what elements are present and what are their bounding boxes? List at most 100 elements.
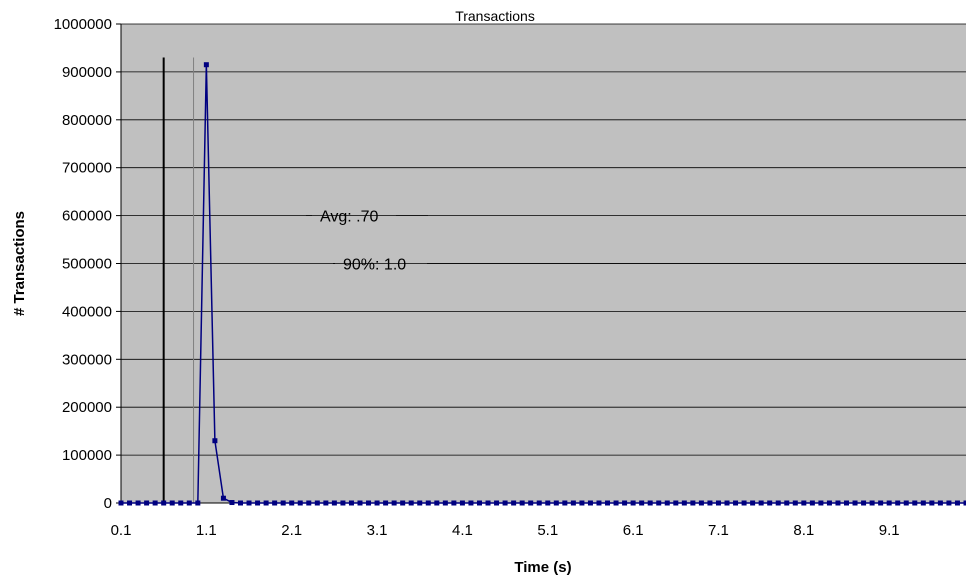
data-point [280,500,286,506]
x-tick-label: 4.1 [452,522,473,539]
data-point [161,500,167,506]
y-tick-label: 400000 [62,303,112,320]
x-tick-label: 5.1 [537,522,558,539]
data-point [255,500,261,506]
data-point [869,500,875,506]
data-point [809,500,815,506]
data-point [903,500,909,506]
data-point [587,500,593,506]
reference-label: Avg: .70 [320,209,379,226]
data-point [664,500,670,506]
data-point [374,500,380,506]
y-axis-ticks: 0 100000 200000 300000 400000 500000 600000 700… [54,16,121,512]
data-point [246,500,252,506]
data-point [690,500,696,506]
data-point [203,62,209,68]
data-point [647,500,653,506]
data-point [698,500,704,506]
data-point [237,500,243,506]
data-point [895,500,901,506]
data-point [656,500,662,506]
y-tick-label: 200000 [62,399,112,416]
data-point [366,500,372,506]
data-point [844,500,850,506]
x-axis-ticks: 0.1 1.1 2.1 3.1 4.1 5.1 6.1 7.1 8.1 9.1 [111,522,900,539]
data-point [425,500,431,506]
x-tick-label: 9.1 [879,522,900,539]
data-point [272,500,278,506]
x-axis-title: Time (s) [514,559,571,576]
data-point [323,500,329,506]
data-point [536,500,542,506]
data-point [545,500,551,506]
data-point [886,500,892,506]
data-point [929,500,935,506]
data-point [963,500,966,506]
data-point [553,500,559,506]
data-point [937,500,943,506]
data-point [494,500,500,506]
data-point [724,500,730,506]
data-point [835,500,841,506]
data-point [391,500,397,506]
data-point [741,500,747,506]
data-point [152,500,158,506]
series-layer [118,62,966,506]
y-tick-label: 500000 [62,256,112,273]
data-point [562,500,568,506]
data-point [639,500,645,506]
data-point [878,500,884,506]
data-point [715,500,721,506]
data-point [118,500,124,506]
y-axis-title: # Transactions [11,211,28,316]
x-tick-label: 0.1 [111,522,132,539]
data-point [605,500,611,506]
data-point [476,500,482,506]
data-point [331,500,337,506]
data-point [135,500,141,506]
data-point [630,500,636,506]
data-point [220,495,226,501]
data-point [212,438,218,444]
y-tick-label: 800000 [62,112,112,129]
data-point [818,500,824,506]
data-point [622,500,628,506]
y-tick-label: 900000 [62,64,112,81]
data-point [861,500,867,506]
data-point [169,500,175,506]
data-point [681,500,687,506]
y-tick-label: 700000 [62,160,112,177]
data-point [528,500,534,506]
data-point [758,500,764,506]
y-tick-label: 0 [104,495,112,512]
data-point [442,500,448,506]
data-point [613,500,619,506]
x-tick-label: 2.1 [281,522,302,539]
x-tick-label: 3.1 [367,522,388,539]
data-point [468,500,474,506]
data-point [340,500,346,506]
data-point [408,500,414,506]
data-point [417,500,423,506]
data-point [383,500,389,506]
data-point [357,500,363,506]
data-point [485,500,491,506]
reference-label: 90%: 1.0 [343,257,406,274]
y-tick-label: 300000 [62,351,112,368]
data-point [263,500,269,506]
data-point [826,500,832,506]
data-point [750,500,756,506]
y-tick-label: 600000 [62,208,112,225]
data-point [801,500,807,506]
data-point [178,500,184,506]
data-point [297,500,303,506]
x-tick-label: 1.1 [196,522,217,539]
x-tick-label: 7.1 [708,522,729,539]
reference-lines: Avg: .70 90%: 1.0 [162,57,966,503]
data-point [954,500,960,506]
data-point [519,500,525,506]
data-point [792,500,798,506]
data-point [852,500,858,506]
